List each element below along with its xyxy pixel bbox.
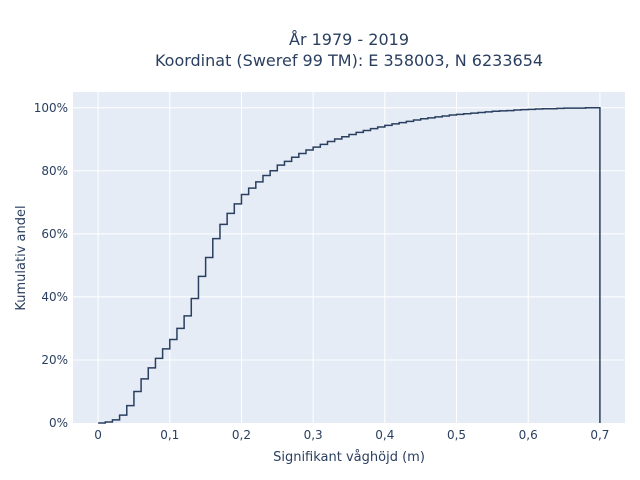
x-axis-ticks: 0 0,1 0,2 0,3 0,4 0,5 0,6 0,7 (94, 428, 609, 442)
x-tick-label: 0 (94, 428, 102, 442)
y-tick-label: 100% (34, 101, 68, 115)
x-tick-label: 0,3 (304, 428, 323, 442)
y-tick-label: 80% (41, 164, 68, 178)
y-tick-label: 60% (41, 227, 68, 241)
x-tick-label: 0,6 (519, 428, 538, 442)
y-tick-label: 20% (41, 353, 68, 367)
series-layer (98, 107, 601, 424)
x-tick-label: 0,4 (375, 428, 394, 442)
y-tick-label: 0% (49, 416, 68, 430)
grid-lines (73, 92, 625, 423)
x-tick-label: 0,1 (160, 428, 179, 442)
x-axis-title: Signifikant våghöjd (m) (273, 450, 425, 465)
cdf-step-line (98, 107, 601, 424)
y-axis-title: Kumulativ andel (14, 205, 29, 310)
x-tick-label: 0,7 (590, 428, 609, 442)
y-axis-ticks: 0% 20% 40% 60% 80% 100% (34, 101, 68, 430)
chart-title-line1: År 1979 - 2019 (289, 30, 409, 49)
plot-background (73, 92, 625, 423)
y-tick-label: 40% (41, 290, 68, 304)
chart-title-line2: Koordinat (Sweref 99 TM): E 358003, N 62… (155, 51, 543, 70)
x-tick-label: 0,5 (447, 428, 466, 442)
x-tick-label: 0,2 (232, 428, 251, 442)
